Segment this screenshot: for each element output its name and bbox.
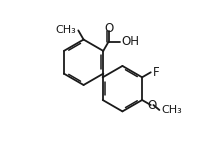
Text: CH₃: CH₃ xyxy=(56,25,77,35)
Text: F: F xyxy=(153,66,159,79)
Text: OH: OH xyxy=(121,35,139,48)
Text: O: O xyxy=(104,22,113,35)
Text: CH₃: CH₃ xyxy=(161,105,182,115)
Text: O: O xyxy=(148,99,157,111)
